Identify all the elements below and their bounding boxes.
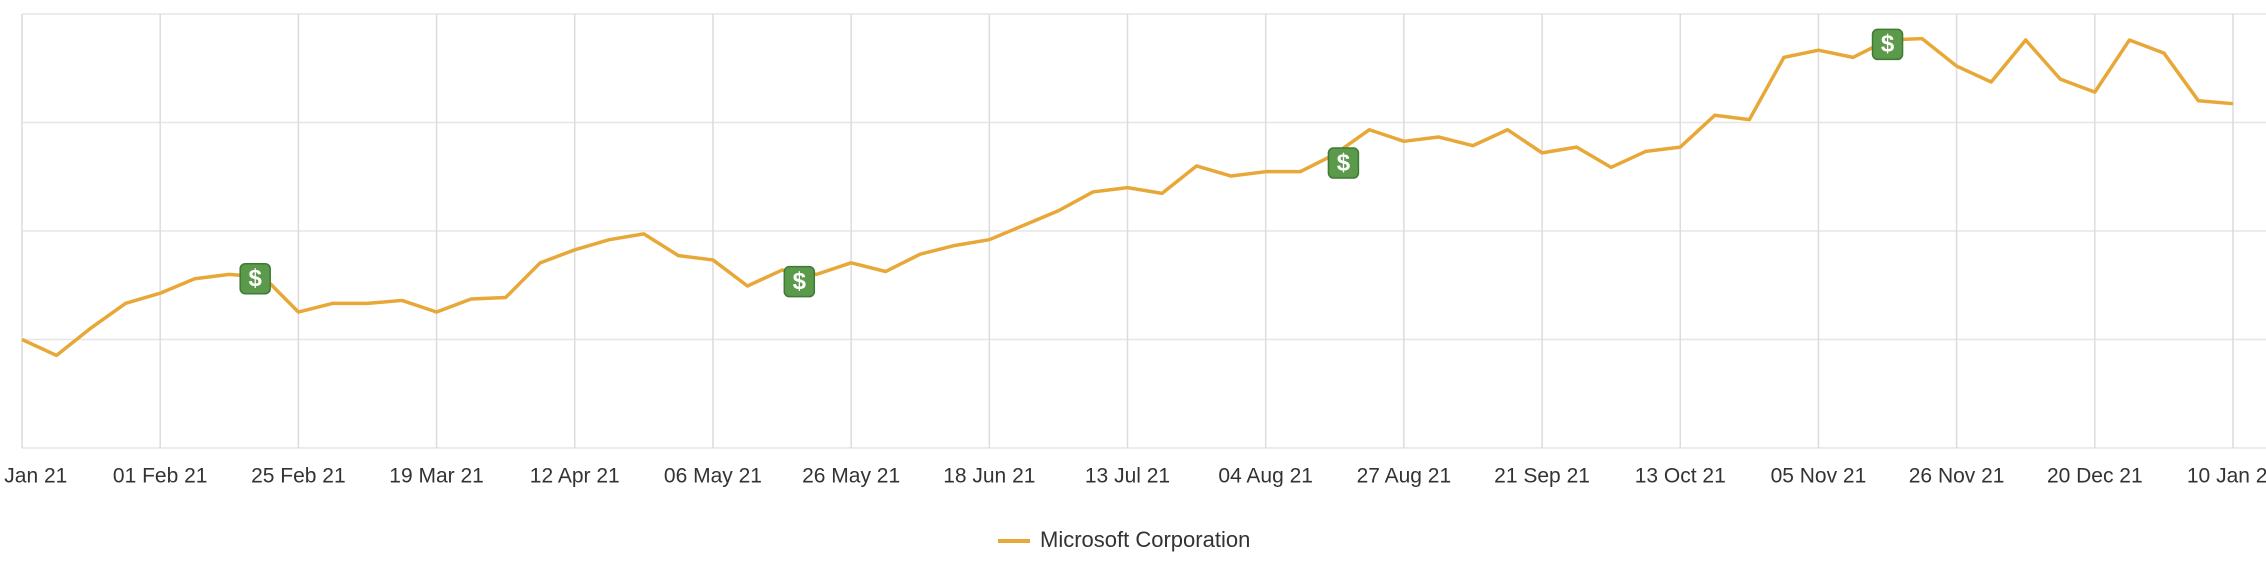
dividend-icon (1871, 28, 1904, 61)
x-tick-label: 20 Dec 21 (2047, 465, 2143, 488)
legend: Microsoft Corporation (998, 527, 1250, 552)
dividend-label: $ (1337, 149, 1351, 176)
dividend-marker[interactable]: $ (239, 262, 271, 295)
dividend-icon (239, 262, 271, 295)
x-tick-label: 13 Oct 21 (1635, 465, 1726, 488)
x-tick-label: 27 Aug 21 (1357, 465, 1452, 488)
x-tick-label: 26 Nov 21 (1909, 465, 2005, 488)
dividend-label: $ (793, 268, 807, 295)
x-tick-label: 19 Mar 21 (389, 465, 484, 488)
dividend-label: $ (1881, 31, 1895, 58)
x-tick-label: 13 Jul 21 (1085, 465, 1170, 488)
x-tick-label: 26 May 21 (802, 465, 900, 488)
dividend-icon (1327, 147, 1360, 179)
x-tick-label: 25 Feb 21 (251, 465, 346, 488)
price-line (21, 36, 2234, 358)
x-tick-label: 21 Sep 21 (1494, 465, 1590, 488)
x-tick-label: 04 Aug 21 (1218, 465, 1313, 488)
legend-label: Microsoft Corporation (1040, 527, 1250, 552)
x-tick-label: 12 Apr 21 (530, 465, 620, 488)
x-tick-label: 05 Nov 21 (1771, 465, 1867, 488)
x-tick-label: 10 Jan 22 (2187, 465, 2266, 488)
x-tick-label: 11 Jan 21 (0, 465, 67, 488)
x-tick-label: 01 Feb 21 (113, 465, 208, 488)
x-tick-label: 18 Jun 21 (943, 465, 1035, 488)
dividend-marker[interactable]: $ (1327, 147, 1360, 179)
x-tick-label: 06 May 21 (664, 465, 762, 488)
dividend-label: $ (249, 265, 263, 292)
dividend-marker[interactable]: $ (1871, 28, 1904, 61)
dividend-icon (783, 265, 816, 298)
dividend-marker[interactable]: $ (783, 265, 816, 298)
